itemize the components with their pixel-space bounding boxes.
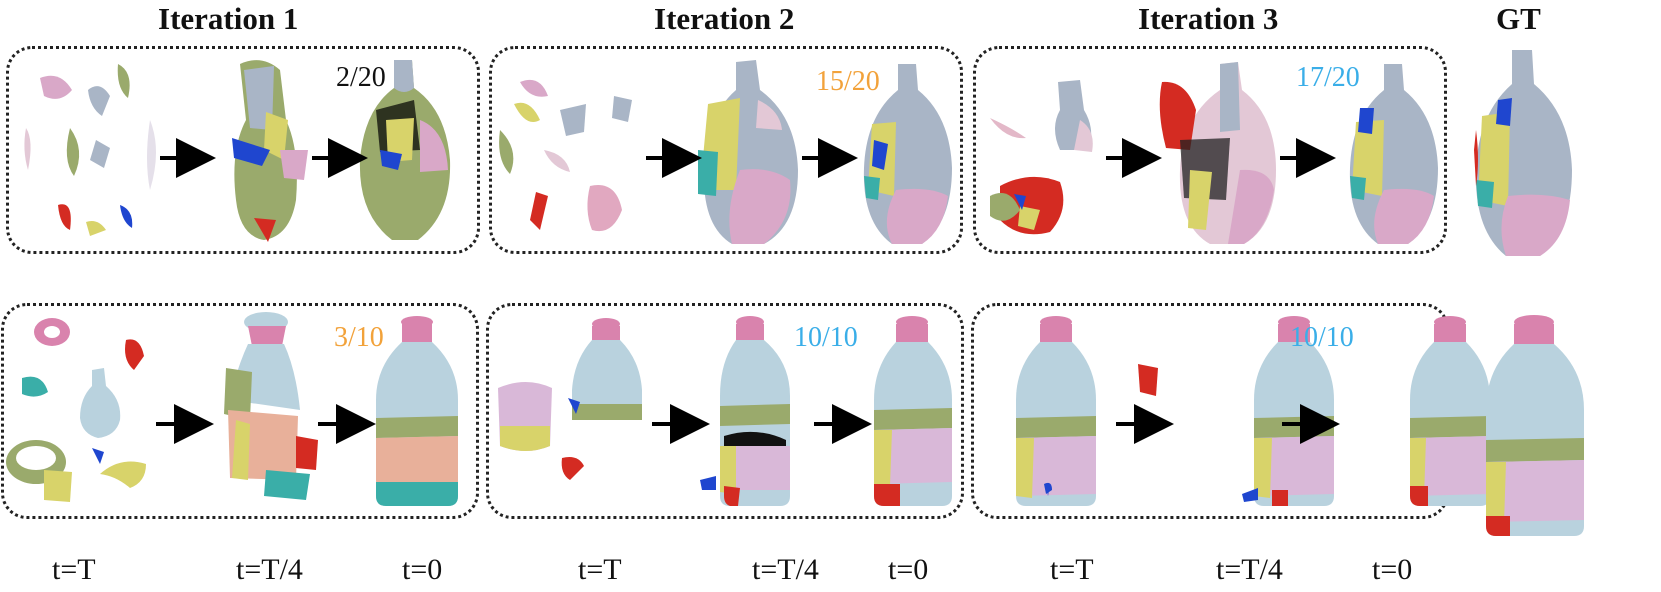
- ground-truth-vase: [1474, 50, 1572, 256]
- score-row2-iteration-3: 10/10: [1290, 322, 1354, 353]
- header-iteration-1: Iteration 1: [158, 1, 299, 36]
- arrows: [156, 138, 1340, 444]
- assembled-vase: [1349, 64, 1438, 244]
- time-label: t=T/4: [1216, 553, 1283, 586]
- scattered-fragments: [498, 318, 642, 480]
- panel-row1-iteration-2: [489, 46, 963, 254]
- time-label: t=0: [888, 553, 929, 586]
- time-label: t=T: [1050, 553, 1094, 586]
- scattered-fragments: [1016, 316, 1158, 506]
- score-row1-iteration-3: 17/20: [1296, 62, 1360, 93]
- time-label: t=T: [52, 553, 96, 586]
- assembled-bottle: [874, 316, 952, 506]
- header-iteration-3: Iteration 3: [1138, 1, 1279, 36]
- partial-vase: [698, 60, 798, 244]
- assembled-bottle: [1410, 316, 1490, 506]
- score-row1-iteration-2: 15/20: [816, 66, 880, 97]
- partial-vase: [1159, 62, 1276, 244]
- score-row2-iteration-2: 10/10: [794, 322, 858, 353]
- panel-row2-iteration-2: [486, 303, 964, 519]
- panel-row2-iteration-1: [1, 303, 479, 519]
- panel-row1-iteration-1: [6, 46, 480, 254]
- partial-bottle: [700, 316, 790, 506]
- score-row2-iteration-1: 3/10: [334, 322, 384, 353]
- time-label: t=0: [1372, 553, 1413, 586]
- assembled-vase: [863, 64, 952, 244]
- score-row1-iteration-1: 2/20: [336, 62, 386, 93]
- time-label: t=T/4: [752, 553, 819, 586]
- scattered-fragments: [6, 318, 146, 502]
- assembled-bottle: [376, 316, 458, 506]
- ground-truth-bottle: [1486, 315, 1584, 536]
- scattered-fragments: [499, 79, 632, 232]
- time-label: t=0: [402, 553, 443, 586]
- header-iteration-2: Iteration 2: [654, 1, 795, 36]
- scattered-fragments: [24, 64, 156, 236]
- scattered-fragments: [990, 80, 1093, 235]
- partial-vase: [232, 60, 308, 242]
- partial-bottle: [224, 312, 318, 500]
- time-label: t=T/4: [236, 553, 303, 586]
- assembled-vase: [359, 60, 451, 240]
- panel-row1-iteration-3: [973, 46, 1447, 254]
- time-label: t=T: [578, 553, 622, 586]
- header-gt: GT: [1496, 1, 1541, 36]
